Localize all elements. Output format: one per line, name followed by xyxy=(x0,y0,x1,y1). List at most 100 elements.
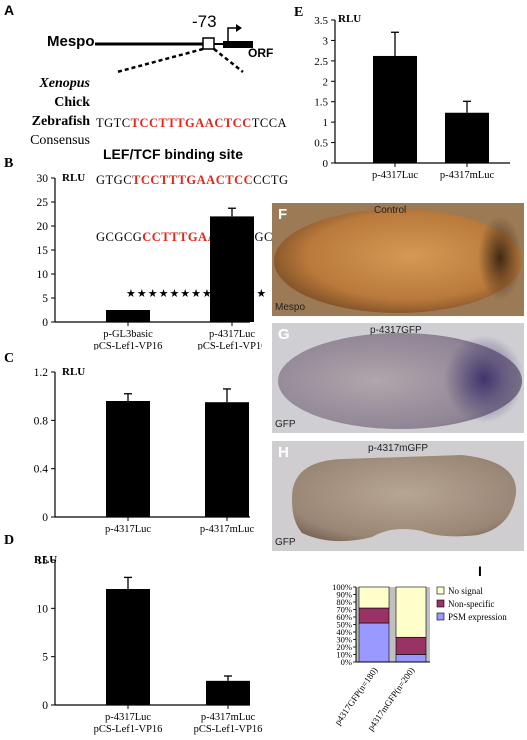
y-tick-label: 80% xyxy=(336,597,352,607)
x-category-label: p-4317Luc xyxy=(372,170,418,181)
x-category-label: p-4317Luc xyxy=(209,329,255,340)
x-category-label: p-4317mLuc xyxy=(440,170,495,181)
panel-f-title: Control xyxy=(374,205,407,216)
legend-swatch xyxy=(436,586,445,595)
tss-arrow xyxy=(227,27,238,41)
embryo-h xyxy=(291,455,517,542)
stack-segment xyxy=(395,654,427,663)
orf-block xyxy=(223,41,253,48)
seq-site: TCCTTTGAACTCC xyxy=(132,173,254,187)
photo-g: G p-4317GFP GFP xyxy=(272,323,524,433)
bar-2 xyxy=(445,112,489,163)
x-category-label: p-GL3basic xyxy=(103,329,153,340)
legend-swatch xyxy=(436,612,445,621)
panel-h-corner: GFP xyxy=(275,537,296,548)
x-category-label: p-4317Luc xyxy=(105,524,151,535)
promoter-diagram xyxy=(95,24,253,74)
bar-1 xyxy=(106,310,150,322)
y-tick-label: 5 xyxy=(42,652,48,664)
seq-right: TCCA xyxy=(251,116,288,130)
zoom-line-left xyxy=(116,47,204,74)
panel-f-letter: F xyxy=(278,206,288,223)
y-axis-label: RLU xyxy=(34,554,57,566)
binding-site-box xyxy=(202,37,215,50)
x-category-label: p-4317mLuc xyxy=(201,712,256,723)
y-tick-label: 1.5 xyxy=(314,97,328,109)
y-tick-label: 0 xyxy=(42,512,48,524)
lef-tcf-label: LEF/TCF binding site xyxy=(103,146,243,162)
chart-e: E RLU 0 0.5 1 1.5 2 2.5 3 3.5 p-4317Luc p-4317mLuc xyxy=(294,5,510,181)
seq-left: GCGCG xyxy=(96,230,143,244)
y-tick-label: 3.5 xyxy=(314,15,328,27)
chart-b: BRLU051015202530p-GL3basicpCS-Lef1-VP16p… xyxy=(4,156,262,350)
panel-a-letter: A xyxy=(4,2,15,18)
y-tick-label: 10 xyxy=(37,269,49,281)
seq-right: CCTG xyxy=(253,173,289,187)
bar-1 xyxy=(373,55,417,163)
y-tick-label: 50% xyxy=(336,620,352,630)
panel-letter: E xyxy=(294,5,303,20)
y-tick-label: 1.2 xyxy=(34,367,49,379)
y-tick-label: 30 xyxy=(37,173,49,185)
y-axis-label: RLU xyxy=(62,172,85,184)
gene-label-mespo: Mespo xyxy=(47,33,95,50)
panel-letter: C xyxy=(4,351,14,366)
y-tick-label: 100% xyxy=(332,582,352,592)
y-tick-label: 2 xyxy=(323,76,329,88)
panel-f-corner: Mespo xyxy=(275,302,306,313)
species-zebrafish: Zebrafish xyxy=(31,114,90,129)
photo-f: F Control Mespo xyxy=(272,203,524,316)
y-tick-label: 0% xyxy=(341,657,352,667)
panel-g-title: p-4317GFP xyxy=(370,325,422,336)
y-tick-label: 0.8 xyxy=(34,415,49,427)
bar-2 xyxy=(206,680,250,705)
chart-c: C RLU 0 0.4 0.8 1.2 p-4317Luc p-4317mLuc xyxy=(4,351,255,535)
photo-h: H p-4317mGFP GFP xyxy=(272,441,524,551)
legend-swatch xyxy=(436,599,445,608)
stack-segment xyxy=(395,636,427,655)
y-tick-label: 2.5 xyxy=(314,56,328,68)
tss-arrowhead xyxy=(236,24,242,32)
y-tick-label: 20 xyxy=(37,221,49,233)
species-chick: Chick xyxy=(54,95,90,110)
legend-label: No signal xyxy=(448,586,483,596)
y-tick-label: 0.4 xyxy=(34,464,49,476)
position-label: -73 xyxy=(192,12,217,31)
chart-d: DRLU051015p-4317LucpCS-Lef1-VP16p-4317mL… xyxy=(4,533,262,735)
seq-left: TGTC xyxy=(96,116,131,130)
seq-site: TCCTTTGAACTCC xyxy=(130,116,252,130)
bar-2 xyxy=(210,216,254,322)
sequence-block: TGTCTCCTTTGAACTCCTCCA GTGCTCCTTTGAACTCCC… xyxy=(96,76,291,323)
x-category-label: p-4317mLuc xyxy=(200,524,255,535)
panel-h-title: p-4317mGFP xyxy=(368,443,429,454)
y-tick-label: 90% xyxy=(336,590,352,600)
x-category-label: pCS-Lef1-VP16 xyxy=(194,724,262,735)
panel-h-letter: H xyxy=(278,444,289,461)
y-tick-label: 0 xyxy=(323,158,329,170)
y-tick-label: 10 xyxy=(37,603,49,615)
y-tick-label: 60% xyxy=(336,612,352,622)
seq-left: GTGC xyxy=(96,173,133,187)
chart-i: 0%10%20%30%40%50%60%70%80%90%100%p4317GF… xyxy=(332,582,507,733)
embryo-g xyxy=(278,333,524,429)
panel-letter: D xyxy=(4,533,14,548)
x-category-label: pCS-Lef1-VP16 xyxy=(198,341,262,350)
panel-i-letter: I xyxy=(478,563,482,579)
y-tick-label: 0 xyxy=(42,317,48,329)
species-xenopus: Xenopus xyxy=(39,76,90,91)
species-column: Xenopus Chick Zebrafish Consensus xyxy=(8,74,90,150)
seq-row-xenopus: TGTCTCCTTTGAACTCCTCCA xyxy=(96,114,291,133)
y-tick-label: 70% xyxy=(336,605,352,615)
x-category-label: pCS-Lef1-VP16 xyxy=(94,341,163,350)
panel-letter: B xyxy=(4,156,13,171)
legend-label: Non-specific xyxy=(448,599,494,609)
y-tick-label: 5 xyxy=(42,293,48,305)
y-tick-label: 25 xyxy=(37,197,49,209)
seq-row-chick: GTGCTCCTTTGAACTCCCCTG xyxy=(96,171,291,190)
bar-2 xyxy=(205,402,249,517)
y-tick-label: 20% xyxy=(336,642,352,652)
y-tick-label: 30% xyxy=(336,635,352,645)
bar-1 xyxy=(106,401,150,517)
y-axis-label: RLU xyxy=(62,366,85,378)
stack-segment xyxy=(358,607,390,624)
